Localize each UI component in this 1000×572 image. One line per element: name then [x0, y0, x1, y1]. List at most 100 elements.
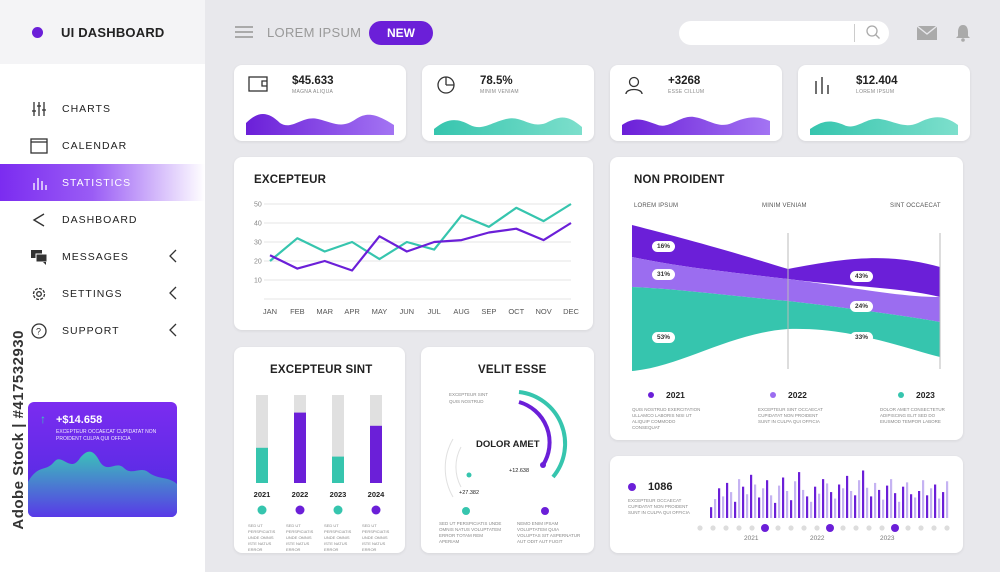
bar-dot	[333, 505, 343, 515]
histogram-bar	[770, 495, 773, 518]
sidebar-item-settings[interactable]: SETTINGS	[0, 275, 205, 312]
kpi-wave-chart	[810, 117, 958, 135]
legend-item[interactable]: 2023	[898, 390, 935, 400]
timeline-dot[interactable]	[801, 525, 807, 531]
histogram-bar	[778, 485, 781, 518]
timeline-dot[interactable]	[879, 525, 885, 531]
x-tick-label: SEP	[481, 307, 496, 316]
timeline-dot[interactable]	[749, 525, 755, 531]
line-chart-card[interactable]: EXCEPTEUR 10 20 30 40 50 JAN FEB MAR APR MAY JUN JU…	[234, 157, 593, 330]
histogram-bar	[818, 493, 821, 518]
x-tick-label: OCT	[508, 307, 524, 316]
timeline-dot[interactable]	[918, 525, 924, 531]
histogram-bar	[798, 472, 801, 518]
histogram-bar	[838, 484, 841, 518]
x-tick-label: MAR	[316, 307, 333, 316]
timeline-dot[interactable]	[775, 525, 781, 531]
histogram-year: 2023	[880, 535, 895, 542]
sidebar-item-statistics[interactable]: STATISTICS	[0, 164, 205, 201]
menu-icon[interactable]	[235, 26, 253, 38]
bell-icon[interactable]	[955, 24, 971, 47]
sidebar-item-calendar[interactable]: CALENDAR	[0, 127, 205, 164]
stream-chart-card[interactable]: NON PROIDENT LOREM IPSUM MINIM VENIAM SI…	[610, 157, 963, 440]
sidebar-item-messages[interactable]: MESSAGES	[0, 238, 205, 275]
histogram-bar	[822, 479, 825, 518]
mail-icon[interactable]	[916, 25, 938, 45]
histogram-bar	[774, 502, 777, 518]
sidebar-nav: CHARTS CALENDAR STATISTICS DASHBOARD MES…	[0, 64, 205, 349]
histogram-bar	[722, 496, 725, 518]
bar-chart-icon	[30, 174, 48, 192]
timeline-dot[interactable]	[853, 525, 859, 531]
histogram-bar	[718, 488, 721, 518]
card-title: NON PROIDENT	[634, 174, 725, 186]
sidebar-item-dashboard[interactable]: DASHBOARD	[0, 201, 205, 238]
legend-label: 2023	[916, 390, 935, 400]
histogram-bar	[918, 491, 921, 518]
histogram-bar	[746, 494, 749, 518]
histogram-card[interactable]: 1086 EXCEPTEUR OCCAECAT CUPIDATAT NON PR…	[610, 456, 963, 553]
gauge-caption-left: SED UT PERSPICIATIS UNDE OMNIS NATUS VOL…	[439, 521, 502, 544]
bar-dot	[295, 505, 305, 515]
timeline-dot[interactable]	[697, 525, 703, 531]
promo-card[interactable]: ↑ +$14.658 EXCEPTEUR OCCAECAT CUPIDATAT …	[28, 402, 177, 517]
timeline-dot[interactable]	[891, 524, 899, 532]
legend-label: 2021	[666, 390, 685, 400]
timeline-dot[interactable]	[840, 525, 846, 531]
stream-pill: 31%	[652, 269, 676, 280]
histogram-bar	[922, 480, 925, 518]
promo-value: +$14.658	[56, 414, 103, 426]
sidebar-item-charts[interactable]: CHARTS	[0, 90, 205, 127]
timeline-dot[interactable]	[931, 525, 937, 531]
arrow-up-icon: ↑	[40, 412, 46, 426]
legend-item[interactable]: 2021	[648, 390, 685, 400]
gauge-card[interactable]: VELIT ESSE EXCEPTEUR SINT QUIS NOSTRUD D…	[421, 347, 594, 553]
search-icon[interactable]	[865, 24, 881, 45]
timeline-dot[interactable]	[866, 525, 872, 531]
gauge-center-label: DOLOR AMET	[476, 439, 540, 450]
bars-icon	[812, 75, 832, 100]
topbar: LOREM IPSUM NEW	[205, 0, 1000, 64]
bar-chart-card[interactable]: EXCEPTEUR SINT 2021 2022 2023 2024 SED UT P…	[234, 347, 405, 553]
gauge-inner-label: QUIS NOSTRUD	[449, 399, 484, 404]
legend-desc: QUIS NOSTRUD EXERCITATION ULLAMCO LABORI…	[632, 407, 701, 430]
bar-dot	[371, 505, 381, 515]
kpi-card[interactable]: 78.5% MINIM VENIAM	[422, 65, 594, 141]
histogram-year: 2022	[810, 535, 825, 542]
timeline-dot[interactable]	[761, 524, 769, 532]
legend-item[interactable]: 2022	[770, 390, 807, 400]
timeline-dot[interactable]	[736, 525, 742, 531]
kpi-card[interactable]: $12.404 LOREM IPSUM	[798, 65, 970, 141]
search-input[interactable]	[679, 21, 889, 45]
card-title: EXCEPTEUR	[254, 174, 327, 186]
sidebar-item-support[interactable]: ? SUPPORT	[0, 312, 205, 349]
histogram-bar	[862, 470, 865, 518]
timeline-dot[interactable]	[788, 525, 794, 531]
x-tick-label: MAY	[372, 307, 388, 316]
histogram-bar	[810, 501, 813, 518]
new-button[interactable]: NEW	[369, 21, 433, 45]
histogram-bar	[714, 499, 717, 518]
histogram-bar	[710, 507, 713, 518]
timeline-dot[interactable]	[723, 525, 729, 531]
timeline-dot[interactable]	[944, 525, 950, 531]
share-icon	[30, 211, 48, 229]
timeline-dot[interactable]	[814, 525, 820, 531]
kpi-card[interactable]: +3268 ESSE CILLUM	[610, 65, 782, 141]
histogram-bar	[790, 500, 793, 518]
kpi-label: MINIM VENIAM	[480, 89, 519, 95]
x-tick-label: NOV	[536, 307, 552, 316]
timeline-dot[interactable]	[710, 525, 716, 531]
sidebar-item-label: STATISTICS	[62, 176, 132, 189]
timeline-dot[interactable]	[905, 525, 911, 531]
bar-caption: SED UT PERSPICIATIS UNDE OMNIS ISTE NATU…	[286, 523, 314, 552]
kpi-wave-chart	[434, 117, 582, 135]
kpi-card[interactable]: $45.633 MAGNA ALIQUA	[234, 65, 406, 141]
timeline-dot[interactable]	[826, 524, 834, 532]
stream-column-label: SINT OCCAECAT	[890, 203, 941, 209]
y-tick-label: 40	[254, 221, 262, 228]
bar-category-label: 2024	[368, 490, 386, 499]
stream-pill: 16%	[652, 241, 676, 252]
y-tick-label: 30	[254, 240, 262, 247]
histogram-value: 1086	[648, 481, 673, 493]
